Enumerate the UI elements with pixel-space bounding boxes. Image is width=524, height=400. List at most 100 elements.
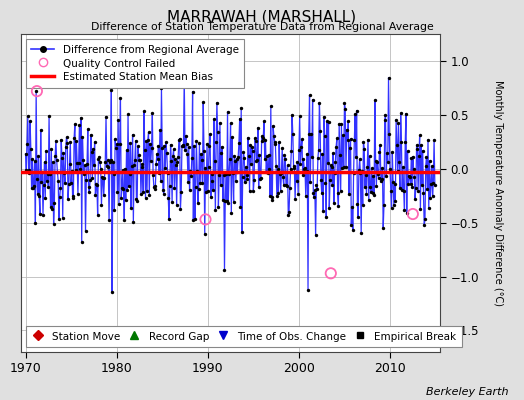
Point	[68, 168, 76, 174]
Point	[404, 181, 412, 188]
Point	[250, 135, 259, 141]
Point	[394, 120, 402, 126]
Point	[416, 132, 424, 139]
Point	[136, 157, 145, 164]
Point	[407, 154, 416, 161]
Point	[264, 166, 272, 172]
Point	[298, 136, 306, 143]
Point	[274, 190, 282, 196]
Point	[419, 190, 428, 196]
Point	[292, 178, 301, 184]
Point	[57, 136, 66, 143]
Point	[391, 198, 399, 204]
Point	[147, 158, 155, 165]
Point	[169, 146, 178, 152]
Point	[395, 159, 403, 166]
Point	[209, 186, 217, 193]
Point	[179, 143, 188, 149]
Point	[88, 148, 96, 155]
Point	[427, 181, 435, 187]
Point	[177, 189, 185, 195]
Point	[352, 153, 360, 160]
Point	[139, 189, 147, 196]
Point	[29, 185, 37, 192]
Point	[288, 112, 296, 118]
Point	[64, 181, 73, 187]
Point	[32, 88, 41, 94]
Point	[424, 205, 433, 211]
Point	[376, 142, 385, 148]
Point	[137, 164, 146, 170]
Point	[216, 182, 225, 188]
Point	[245, 187, 254, 194]
Point	[58, 155, 66, 161]
Point	[108, 288, 116, 295]
Point	[35, 193, 43, 199]
Point	[269, 122, 277, 129]
Point	[47, 204, 55, 210]
Point	[108, 159, 117, 165]
Point	[49, 159, 57, 165]
Point	[154, 142, 162, 149]
Point	[397, 139, 406, 145]
Point	[95, 154, 103, 160]
Point	[43, 171, 52, 177]
Point	[51, 153, 59, 159]
Point	[384, 74, 392, 81]
Point	[130, 156, 139, 163]
Point	[363, 164, 372, 170]
Point	[113, 189, 122, 195]
Point	[301, 192, 310, 199]
Point	[152, 151, 161, 157]
Point	[272, 163, 280, 170]
Point	[121, 166, 129, 172]
Point	[347, 222, 355, 228]
Point	[167, 142, 175, 148]
Point	[333, 190, 342, 196]
Point	[201, 216, 210, 223]
Point	[270, 132, 278, 139]
Point	[332, 144, 340, 150]
Point	[277, 169, 286, 176]
Point	[285, 208, 293, 215]
Point	[184, 179, 192, 185]
Point	[96, 165, 105, 172]
Point	[297, 144, 305, 150]
Point	[116, 95, 125, 102]
Point	[123, 187, 132, 193]
Point	[350, 137, 358, 144]
Point	[156, 127, 164, 133]
Point	[228, 134, 236, 140]
Point	[198, 180, 206, 186]
Point	[259, 135, 267, 142]
Point	[252, 138, 260, 145]
Point	[382, 172, 390, 179]
Point	[140, 108, 148, 114]
Point	[141, 195, 150, 201]
Point	[250, 177, 258, 183]
Point	[358, 201, 367, 208]
Point	[271, 141, 280, 147]
Point	[294, 191, 302, 197]
Point	[247, 160, 255, 167]
Point	[196, 151, 205, 157]
Point	[294, 147, 303, 153]
Point	[372, 183, 380, 189]
Point	[328, 164, 336, 170]
Point	[326, 162, 335, 168]
Point	[266, 193, 274, 200]
Point	[217, 150, 226, 156]
Point	[426, 195, 434, 201]
Point	[184, 144, 193, 150]
Point	[311, 232, 320, 238]
Point	[132, 138, 140, 144]
Point	[143, 188, 151, 194]
Point	[21, 150, 30, 157]
Point	[66, 161, 74, 167]
Point	[171, 156, 179, 162]
Point	[73, 160, 81, 166]
Point	[62, 144, 70, 150]
Point	[238, 174, 247, 180]
Point	[30, 158, 39, 164]
Point	[189, 88, 197, 95]
